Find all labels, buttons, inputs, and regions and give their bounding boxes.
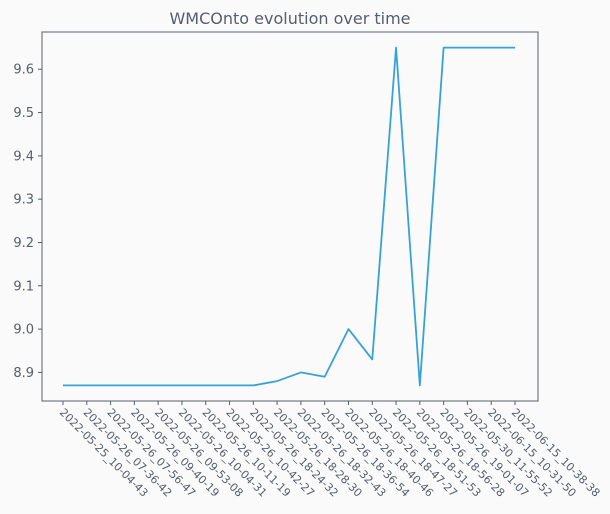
data-point [205, 384, 207, 386]
data-point [324, 376, 326, 378]
data-point [490, 47, 492, 49]
plot-area-frame [41, 31, 539, 402]
y-tick-label: 9.2 [13, 236, 34, 251]
y-tick-label: 8.9 [13, 366, 34, 381]
data-point [466, 47, 468, 49]
y-tick-label: 9.5 [13, 106, 34, 121]
series-group [62, 46, 516, 387]
data-point [443, 47, 445, 49]
data-point [419, 384, 421, 386]
y-axis: 8.9 9.0 9.1 9.2 9.3 9.4 9.5 9.6 [13, 63, 42, 381]
x-axis: 2022-05-25_10-04-432022-05-26_07-36-4220… [57, 401, 602, 500]
data-point [395, 47, 397, 49]
y-tick-label: 9.6 [13, 63, 34, 78]
data-point [181, 384, 183, 386]
y-tick-label: 9.1 [13, 279, 34, 294]
chart-title: WMCOnto evolution over time [169, 9, 410, 28]
data-point [347, 328, 349, 330]
data-point [110, 384, 112, 386]
data-point [300, 371, 302, 373]
data-point [371, 358, 373, 360]
data-point [276, 380, 278, 382]
data-point [133, 384, 135, 386]
data-point [86, 384, 88, 386]
data-point [157, 384, 159, 386]
y-tick-label: 9.0 [13, 323, 34, 338]
data-point [252, 384, 254, 386]
data-point [514, 47, 516, 49]
data-point [229, 384, 231, 386]
series-line-0 [63, 46, 515, 387]
data-point [62, 384, 64, 386]
y-tick-label: 9.4 [13, 149, 34, 164]
y-tick-label: 9.3 [13, 193, 34, 208]
